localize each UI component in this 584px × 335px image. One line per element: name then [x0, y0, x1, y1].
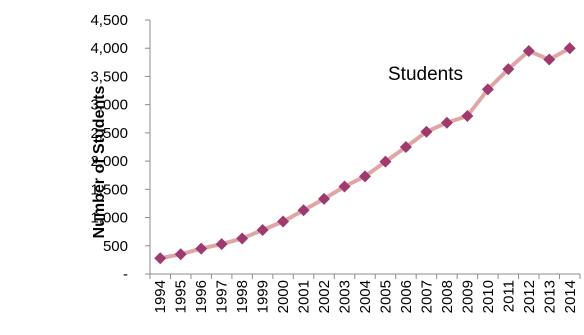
- data-point-marker: [359, 170, 371, 183]
- y-tick-label: 1,500: [90, 181, 128, 198]
- data-point-marker: [318, 192, 331, 205]
- x-tick-label: 2010: [480, 280, 497, 313]
- x-tick-label: 2000: [275, 280, 292, 313]
- x-tick-label: 1997: [214, 280, 231, 313]
- y-tick-label: 500: [103, 238, 128, 255]
- y-tick-label: 1,000: [90, 210, 128, 227]
- data-point-marker: [399, 141, 412, 153]
- data-point-marker: [563, 42, 576, 55]
- x-tick-label: 2008: [439, 280, 456, 313]
- data-point-marker: [543, 53, 556, 66]
- series-students: [154, 42, 576, 265]
- data-point-marker: [215, 238, 228, 251]
- data-point-marker: [236, 232, 249, 245]
- x-tick-label: 2004: [357, 280, 374, 313]
- y-axis-title: Number of Students: [91, 85, 108, 238]
- x-tick-label: 2001: [296, 280, 313, 313]
- data-point-marker: [420, 125, 433, 138]
- data-point-marker: [195, 242, 208, 255]
- x-tick-label: 1998: [234, 280, 251, 313]
- data-point-marker: [174, 248, 187, 261]
- data-point-marker: [379, 155, 392, 168]
- data-point-marker: [461, 109, 474, 122]
- x-tick-label: 1994: [152, 280, 169, 313]
- y-tick-label: 3,500: [90, 68, 128, 85]
- data-point-marker: [522, 45, 535, 58]
- data-point-marker: [440, 116, 453, 129]
- x-tick-label: 1995: [173, 280, 190, 313]
- data-point-marker: [256, 223, 269, 236]
- data-point-marker: [338, 180, 351, 193]
- data-point-marker: [481, 83, 494, 96]
- y-tick-label: 3,000: [90, 97, 128, 114]
- y-tick-label: 4,000: [90, 40, 128, 57]
- x-tick-label: 2005: [377, 280, 394, 313]
- x-tick-label: 1996: [193, 280, 210, 313]
- x-tick-label: 2014: [562, 280, 579, 313]
- chart-axes: [149, 20, 580, 275]
- y-axis-ticks: - 500 1,000 1,500 2,000 2,500 3,000 3,500 4,000 4…: [90, 12, 150, 283]
- series-line: [159, 46, 571, 261]
- y-tick-label: -: [123, 266, 128, 283]
- x-tick-label: 2011: [500, 280, 517, 312]
- x-tick-label: 1999: [255, 280, 272, 313]
- y-tick-label: 2,000: [90, 153, 128, 170]
- x-tick-label: 2013: [541, 280, 558, 313]
- x-tick-label: 2003: [337, 280, 354, 313]
- x-tick-label: 2012: [521, 280, 538, 313]
- y-tick-label: 4,500: [90, 12, 128, 29]
- data-point-marker: [277, 215, 290, 228]
- y-tick-label: 2,500: [90, 125, 128, 142]
- data-point-marker: [502, 63, 515, 76]
- data-point-marker: [297, 204, 310, 217]
- x-tick-label: 2007: [418, 280, 435, 313]
- series-label-students: Students: [388, 64, 463, 85]
- data-point-marker: [154, 252, 167, 265]
- x-axis-ticks: 1994 1995 1996 1997 1998 1999 2000 2001 2002 2003…: [149, 274, 581, 313]
- x-tick-label: 2002: [316, 280, 333, 313]
- x-tick-label: 2006: [398, 280, 415, 313]
- x-tick-label: 2009: [459, 280, 476, 313]
